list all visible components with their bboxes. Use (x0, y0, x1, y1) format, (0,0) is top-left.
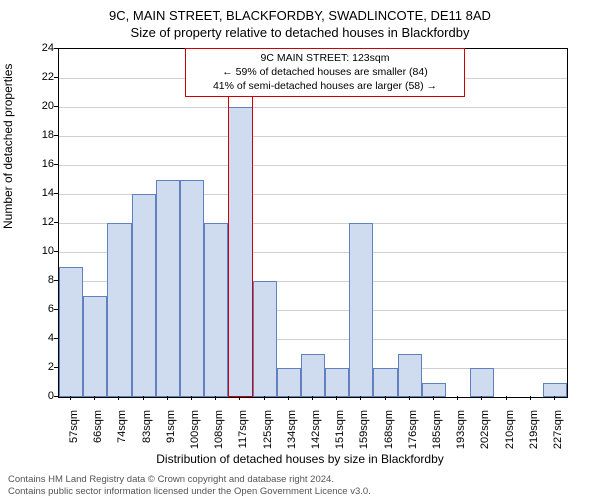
y-tick-label: 20 (24, 100, 54, 112)
y-tick-label: 18 (24, 129, 54, 141)
y-tick-label: 4 (24, 332, 54, 344)
y-tick-label: 0 (24, 390, 54, 402)
x-tick-label: 108sqm (213, 410, 225, 460)
bar (83, 296, 107, 398)
bar (373, 368, 397, 397)
x-tick-label: 125sqm (262, 410, 274, 460)
bar (470, 368, 494, 397)
x-tick-label: 151sqm (334, 410, 346, 460)
y-tick-label: 6 (24, 303, 54, 315)
x-tick-label: 210sqm (504, 410, 516, 460)
x-tick-label: 134sqm (286, 410, 298, 460)
bar (422, 383, 446, 398)
x-tick-label: 159sqm (358, 410, 370, 460)
footer-line1: Contains HM Land Registry data © Crown c… (8, 474, 371, 486)
annotation-box: 9C MAIN STREET: 123sqm ← 59% of detached… (185, 48, 465, 97)
y-axis-label: Number of detached properties (1, 64, 15, 229)
bar (325, 368, 349, 397)
x-tick-label: 185sqm (431, 410, 443, 460)
x-tick-label: 168sqm (383, 410, 395, 460)
x-tick-label: 66sqm (92, 410, 104, 460)
bar (543, 383, 567, 398)
bar (180, 180, 204, 398)
x-tick-label: 83sqm (141, 410, 153, 460)
x-tick-label: 74sqm (116, 410, 128, 460)
y-tick-label: 12 (24, 216, 54, 228)
y-tick-label: 16 (24, 158, 54, 170)
x-tick-label: 91sqm (165, 410, 177, 460)
y-tick-label: 22 (24, 71, 54, 83)
footer-attribution: Contains HM Land Registry data © Crown c… (8, 474, 371, 498)
x-tick-label: 57sqm (68, 410, 80, 460)
bar (59, 267, 83, 398)
bar (301, 354, 325, 398)
bar (204, 223, 228, 397)
y-tick-label: 14 (24, 187, 54, 199)
x-tick-label: 193sqm (455, 410, 467, 460)
y-tick-label: 8 (24, 274, 54, 286)
bar (253, 281, 277, 397)
plot-area (58, 48, 568, 398)
x-tick-label: 117sqm (237, 410, 249, 460)
chart-title-line1: 9C, MAIN STREET, BLACKFORDBY, SWADLINCOT… (0, 8, 600, 23)
annotation-line1: 9C MAIN STREET: 123sqm (190, 51, 460, 65)
chart-title-line2: Size of property relative to detached ho… (0, 25, 600, 40)
x-tick-label: 219sqm (528, 410, 540, 460)
x-tick-label: 176sqm (407, 410, 419, 460)
bar (107, 223, 131, 397)
highlight-rect (228, 49, 252, 397)
x-tick-label: 100sqm (189, 410, 201, 460)
bar (277, 368, 301, 397)
bar (132, 194, 156, 397)
y-tick-label: 2 (24, 361, 54, 373)
annotation-line3: 41% of semi-detached houses are larger (… (190, 79, 460, 93)
footer-line2: Contains public sector information licen… (8, 486, 371, 498)
y-tick-label: 10 (24, 245, 54, 257)
x-tick-label: 227sqm (552, 410, 564, 460)
bar (156, 180, 180, 398)
x-tick-label: 202sqm (479, 410, 491, 460)
bar (398, 354, 422, 398)
x-tick-label: 142sqm (310, 410, 322, 460)
y-tick-label: 24 (24, 42, 54, 54)
bar (349, 223, 373, 397)
annotation-line2: ← 59% of detached houses are smaller (84… (190, 65, 460, 79)
